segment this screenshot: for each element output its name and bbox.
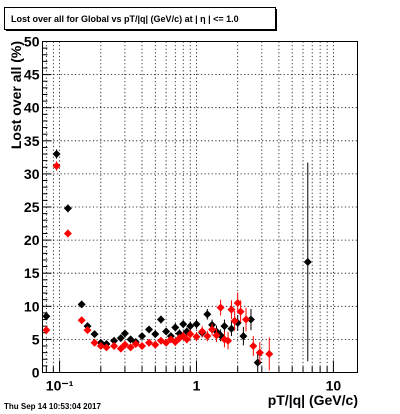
- data-series: [42, 149, 312, 373]
- data-point: [242, 315, 251, 324]
- data-point: [208, 325, 217, 334]
- data-point: [233, 298, 242, 307]
- data-point: [220, 322, 229, 331]
- data-point: [192, 320, 201, 329]
- data-point: [96, 342, 105, 351]
- data-point: [90, 330, 99, 339]
- data-point: [236, 307, 245, 316]
- y-tick-label: 0: [32, 365, 40, 381]
- data-point: [265, 349, 274, 358]
- data-point: [126, 343, 135, 352]
- data-point: [216, 303, 225, 312]
- data-point: [162, 327, 171, 336]
- data-point: [131, 340, 140, 349]
- data-point: [145, 338, 154, 347]
- series-red: [42, 161, 274, 371]
- data-point: [227, 324, 236, 333]
- y-tick-label: 5: [32, 331, 40, 347]
- chart-title: Lost over all for Global vs pT/|q| (GeV/…: [11, 14, 239, 24]
- y-tick-label: 50: [24, 34, 40, 50]
- data-point: [230, 316, 239, 325]
- data-point: [42, 312, 51, 321]
- y-tick-label: 40: [24, 100, 40, 116]
- data-point: [171, 323, 180, 332]
- x-tick-label: 1: [193, 378, 201, 394]
- data-point: [239, 332, 248, 341]
- y-tick-label: 45: [24, 67, 40, 83]
- data-point: [198, 327, 207, 336]
- data-point: [145, 325, 154, 334]
- title-box: Lost over all for Global vs pT/|q| (GeV/…: [4, 7, 277, 31]
- x-tick-label: 10: [326, 378, 342, 394]
- x-axis-label: pT/|q| (GeV/c): [268, 392, 358, 408]
- y-axis-label: Lost over all (%): [8, 41, 24, 149]
- y-tick-label: 35: [24, 133, 40, 149]
- y-tick-label: 15: [24, 265, 40, 281]
- data-point: [77, 300, 86, 309]
- y-tick-label: 30: [24, 166, 40, 182]
- y-tick-label: 25: [24, 199, 40, 215]
- plot-frame: [42, 41, 358, 373]
- data-point: [227, 305, 236, 314]
- data-point: [110, 336, 119, 345]
- data-point: [63, 229, 72, 238]
- data-point: [179, 320, 188, 329]
- data-point: [138, 342, 147, 351]
- data-point: [138, 332, 147, 341]
- data-point: [52, 161, 61, 170]
- axis-ticks: [42, 41, 334, 373]
- data-point: [182, 335, 191, 344]
- data-point: [192, 332, 201, 341]
- data-point: [151, 340, 160, 349]
- data-point: [203, 310, 212, 319]
- data-point: [186, 322, 195, 331]
- data-point: [120, 340, 129, 349]
- data-point: [303, 257, 312, 266]
- data-point: [162, 338, 171, 347]
- data-point: [249, 342, 258, 351]
- data-point: [246, 315, 255, 324]
- data-point: [171, 338, 180, 347]
- data-point: [63, 204, 72, 213]
- data-point: [156, 315, 165, 324]
- data-point: [83, 326, 92, 335]
- data-point: [52, 150, 61, 159]
- timestamp: Thu Sep 14 10:53:04 2017: [4, 402, 101, 411]
- data-point: [116, 344, 125, 353]
- data-point: [77, 316, 86, 325]
- data-point: [224, 336, 233, 345]
- data-point: [42, 326, 51, 335]
- data-point: [102, 343, 111, 352]
- x-tick-label: 10⁻¹: [46, 378, 74, 394]
- grid: [42, 41, 358, 373]
- data-point: [203, 332, 212, 341]
- y-tick-label: 10: [24, 298, 40, 314]
- data-point: [120, 329, 129, 338]
- tick-labels: 0 5 10 15 20 25 30 35 40 45 50 10⁻¹ 1 10: [24, 34, 341, 394]
- data-point: [186, 330, 195, 339]
- data-point: [116, 334, 125, 343]
- data-point: [212, 331, 221, 340]
- data-point: [151, 330, 160, 339]
- data-point: [255, 348, 264, 357]
- data-point: [110, 342, 119, 351]
- data-point: [90, 338, 99, 347]
- y-tick-label: 20: [24, 232, 40, 248]
